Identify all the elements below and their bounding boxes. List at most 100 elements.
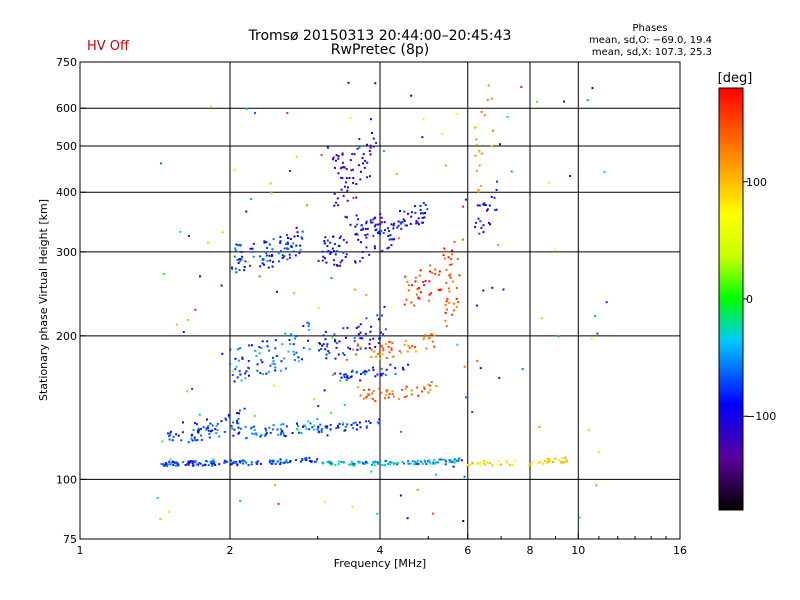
echo-point [478, 164, 481, 167]
echo-point [329, 252, 332, 255]
echo-point [243, 407, 246, 410]
echo-point [236, 376, 239, 379]
echo-point [238, 431, 241, 434]
echo-point [373, 461, 376, 464]
echo-point [248, 264, 251, 267]
echo-point [209, 105, 212, 108]
echo-point [255, 434, 258, 437]
echo-point [487, 84, 490, 87]
echo-point [292, 250, 295, 253]
echo-point [264, 433, 267, 436]
echo-point [438, 273, 440, 276]
echo-point [247, 366, 250, 369]
echo-point [354, 261, 357, 264]
echo-point [497, 244, 500, 247]
echo-point [349, 117, 352, 120]
echo-point [250, 463, 253, 466]
echo-point [192, 460, 195, 463]
echo-point [384, 374, 387, 377]
echo-point [265, 372, 268, 375]
echo-point [318, 342, 321, 344]
echo-point [214, 428, 217, 431]
echo-point [264, 435, 267, 438]
echo-point [221, 231, 224, 234]
hv-status-label: HV Off [87, 39, 130, 54]
echo-point [261, 340, 264, 343]
echo-point [325, 427, 328, 429]
echo-point [363, 462, 366, 465]
echo-point [361, 250, 364, 253]
echo-point [473, 126, 476, 129]
echo-point [458, 274, 461, 277]
echo-point [429, 333, 432, 336]
echo-point [396, 462, 399, 464]
echo-point [281, 254, 284, 257]
echo-point [368, 342, 371, 345]
echo-point [202, 426, 205, 429]
echo-point [313, 424, 316, 427]
echo-point [395, 172, 398, 175]
echo-point [197, 427, 200, 430]
echo-point [376, 421, 379, 424]
echo-point [345, 253, 348, 256]
echo-point [377, 460, 380, 463]
echo-point [280, 369, 283, 372]
echo-point [361, 256, 364, 259]
echo-point [362, 162, 364, 165]
echo-point [371, 132, 373, 134]
echo-point [179, 230, 182, 233]
echo-point [405, 224, 408, 227]
echo-point [231, 267, 234, 270]
echo-point [554, 457, 557, 460]
echo-point [323, 257, 326, 260]
echo-point [454, 458, 456, 461]
echo-point [235, 365, 238, 368]
echo-point [347, 377, 350, 380]
echo-point [426, 460, 429, 463]
echo-point [335, 201, 338, 204]
echo-point [342, 251, 345, 254]
echo-point [422, 201, 425, 204]
echo-point [413, 304, 416, 307]
echo-point [340, 460, 343, 463]
echo-point [220, 420, 223, 423]
echo-point [275, 290, 278, 293]
echo-point [389, 463, 392, 466]
echo-point [396, 226, 399, 229]
echo-point [424, 334, 427, 336]
echo-point [331, 247, 334, 250]
echo-point [194, 308, 197, 311]
echo-point [230, 266, 233, 269]
echo-point [174, 464, 177, 467]
echo-point [397, 237, 400, 240]
echo-point [553, 249, 556, 252]
echo-point [496, 463, 499, 466]
echo-point [380, 367, 383, 370]
echo-point [290, 245, 293, 248]
echo-point [393, 462, 396, 465]
chart-title: Tromsø 20150313 20:44:00–20:45:43 [248, 28, 512, 44]
echo-point [341, 161, 344, 164]
echo-point [295, 155, 298, 158]
echo-point [421, 390, 423, 393]
echo-point [263, 241, 266, 244]
echo-point [244, 377, 247, 380]
echo-point [384, 343, 387, 345]
echo-point [297, 356, 300, 359]
echo-point [374, 375, 377, 378]
x-tick-label: 4 [377, 544, 384, 557]
echo-point [455, 305, 458, 308]
echo-point [420, 460, 423, 463]
echo-point [213, 460, 216, 463]
echo-point [176, 462, 179, 465]
echo-point [404, 396, 407, 399]
echo-point [377, 352, 380, 355]
echo-point [329, 460, 332, 463]
echo-point [329, 241, 332, 244]
echo-point [404, 224, 407, 227]
echo-point [256, 460, 259, 463]
echo-point [538, 426, 541, 428]
echo-point [239, 258, 242, 260]
echo-point [357, 325, 360, 328]
echo-point [306, 321, 309, 324]
